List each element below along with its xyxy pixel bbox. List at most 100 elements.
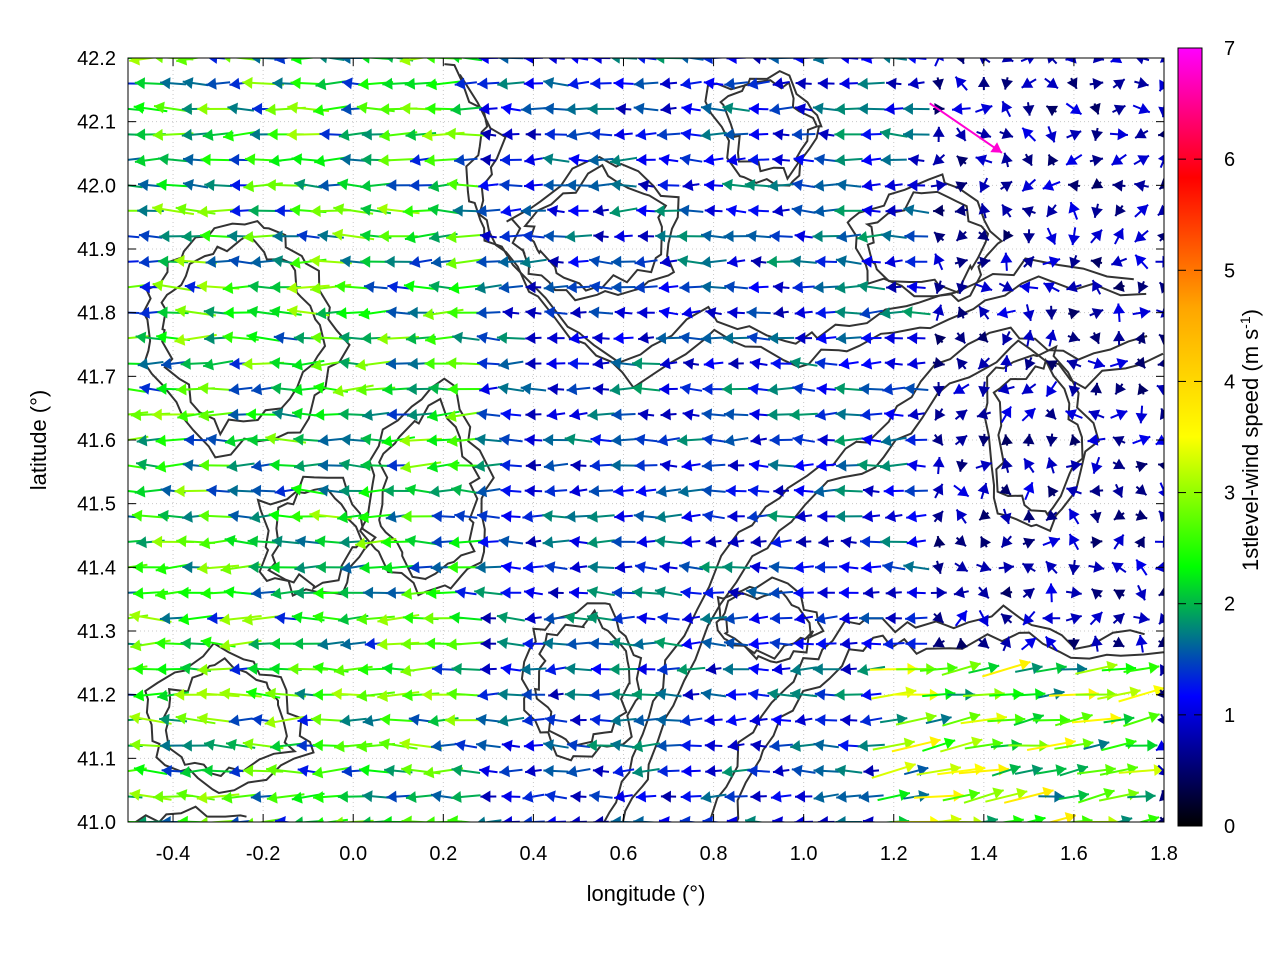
wind-vector [1089,484,1104,497]
wind-vector [196,687,240,700]
wind-vector-shaft [1159,482,1164,494]
wind-vector [1042,536,1061,548]
wind-vector-head [294,561,306,574]
wind-vector-head [1115,382,1126,395]
wind-vector [793,485,814,497]
wind-vector-head [480,790,491,803]
wind-vector-head [219,687,231,700]
wind-vector-head [1158,768,1164,776]
wind-vector-head [220,562,232,575]
wind-vector-head [337,511,348,524]
wind-vector-head [1024,458,1035,471]
wind-vector-head [569,561,581,574]
wind-vector-head [312,766,324,779]
wind-vector-head [898,815,910,822]
wind-vector [1135,405,1148,424]
wind-vector [614,790,633,803]
wind-vector-head [839,561,850,574]
wind-vector [976,560,992,573]
wind-vector-head [1156,384,1164,396]
wind-vector-head [313,381,325,394]
wind-vector [546,357,566,370]
wind-vector [295,535,322,548]
wind-vector-head [1081,815,1093,822]
wind-vector-head [432,663,443,676]
wind-vector-head [1082,738,1094,750]
wind-vector-head [611,586,623,599]
wind-vector [634,561,658,574]
wind-vector-head [543,459,555,472]
wind-vector-head [401,763,412,776]
wind-vector-head [290,510,301,523]
wind-vector [226,460,255,472]
wind-vector-head [1112,613,1125,625]
wind-vector [379,713,417,726]
wind-vector-head [224,435,236,447]
wind-vector-head [1067,639,1080,650]
wind-vector-head [455,586,466,599]
wind-vector-head [1054,790,1065,803]
wind-vector [455,586,477,599]
wind-vector [451,663,481,675]
wind-vector [933,535,946,548]
wind-vector-head [955,409,968,421]
wind-vector [681,459,701,472]
wind-vector-head [954,535,966,547]
wind-vector-head [747,765,758,777]
wind-vector [954,561,969,573]
wind-vector-head [749,459,760,472]
wind-vector-head [182,561,193,574]
wind-vector-head [229,357,240,370]
wind-vector-head [566,638,577,650]
wind-vector-head [479,383,490,395]
wind-vector [548,688,564,701]
wind-vector-head [932,385,945,397]
wind-vector-head [564,611,576,624]
wind-vector-head [479,765,490,778]
wind-vector [569,408,588,421]
wind-vector [340,561,366,574]
wind-vector-head [635,790,647,803]
wind-vector [1110,409,1128,421]
wind-vector-head [609,637,621,650]
wind-vector-head [882,383,893,396]
wind-vector [358,511,394,524]
wind-vector-head [654,637,666,649]
wind-vector-head [338,357,350,369]
wind-vector-head [1157,636,1164,648]
wind-vector-head [722,663,733,676]
wind-vector-head [339,458,350,471]
wind-vector-head [377,614,389,626]
wind-vector [523,739,543,752]
wind-vector [726,816,744,822]
wind-vector-head [880,434,892,447]
wind-vector-head [1112,485,1124,498]
wind-vector-head [1155,561,1164,573]
wind-vector-head [385,586,396,599]
wind-vector-head [425,816,435,822]
wind-vector [1042,612,1061,625]
wind-vector-head [857,739,869,752]
wind-vector [1021,562,1036,574]
wind-vector-head [769,561,780,574]
wind-vector-head [569,536,580,548]
wind-vector-head [247,817,254,822]
wind-vector-shaft [128,362,145,365]
wind-vector [181,739,210,752]
wind-vector-head [407,408,418,421]
wind-vector [794,790,813,803]
wind-vector-head [880,460,891,472]
wind-vector [1000,586,1013,599]
wind-vector-head [423,766,435,779]
wind-vector-head [750,433,762,446]
wind-vector-head [405,484,416,496]
wind-vector [477,688,500,701]
wind-vector [1157,636,1164,648]
wind-vector [609,688,638,701]
wind-vector [1158,482,1164,497]
wind-vector-head [364,637,376,650]
wind-vector-head [400,461,412,473]
wind-vector [1127,790,1156,803]
wind-vector-head [160,816,171,822]
